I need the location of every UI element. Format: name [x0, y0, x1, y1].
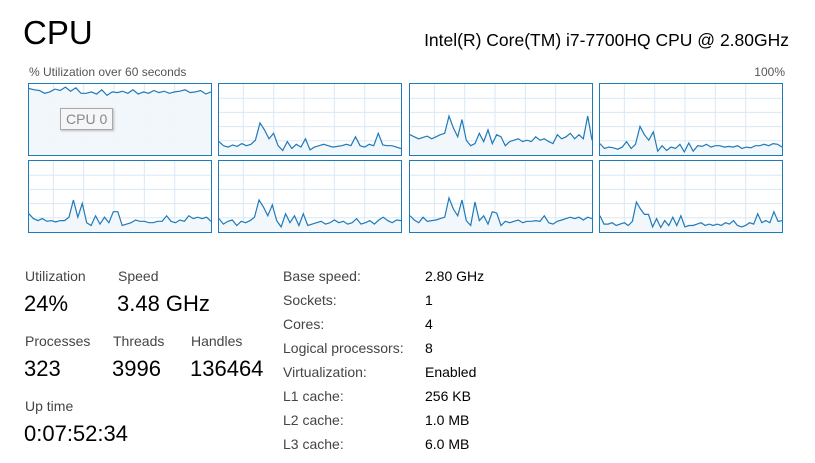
- cpu-model-name: Intel(R) Core(TM) i7-7700HQ CPU @ 2.80GH…: [424, 30, 789, 50]
- detail-key: L3 cache:: [283, 436, 344, 452]
- detail-key: Virtualization:: [283, 364, 367, 380]
- utilization-area: [29, 87, 211, 155]
- handles-value: 136464: [190, 356, 264, 381]
- cpu-graph-svg: [29, 161, 211, 232]
- cpu-graph-6[interactable]: [409, 160, 593, 233]
- utilization-line: [410, 113, 592, 147]
- processes-label: Processes: [25, 333, 91, 349]
- detail-value: Enabled: [425, 364, 477, 380]
- page-title: CPU: [23, 14, 93, 51]
- cpu-graph-svg: [600, 84, 782, 155]
- cpu-graph-7[interactable]: [599, 160, 783, 233]
- uptime-value: 0:07:52:34: [24, 421, 128, 446]
- utilization-value: 24%: [24, 291, 69, 316]
- detail-key: L2 cache:: [283, 412, 344, 428]
- cpu-graph-svg: [29, 84, 211, 155]
- cpu-graph-svg: [410, 84, 592, 155]
- detail-value: 2.80 GHz: [425, 268, 485, 284]
- threads-value: 3996: [112, 356, 161, 381]
- cpu-graph-svg: [219, 84, 401, 155]
- cpu-graph-1[interactable]: [218, 83, 402, 156]
- cpu-graph-svg: [600, 161, 782, 232]
- detail-value: 1: [425, 292, 433, 308]
- handles-label: Handles: [191, 333, 243, 349]
- utilization-line: [600, 124, 782, 154]
- detail-key: L1 cache:: [283, 388, 344, 404]
- detail-value: 1.0 MB: [425, 412, 470, 428]
- utilization-line: [219, 198, 401, 229]
- utilization-area: [410, 197, 592, 232]
- cpu-graph-2[interactable]: [409, 83, 593, 156]
- cpu-graph-5[interactable]: [218, 160, 402, 233]
- speed-label: Speed: [118, 268, 159, 284]
- utilization-label: Utilization: [25, 268, 86, 284]
- utilization-line: [410, 195, 592, 227]
- utilization-line: [29, 199, 211, 227]
- utilization-line: [600, 200, 782, 229]
- detail-key: Cores:: [283, 316, 325, 332]
- utilization-area: [219, 200, 401, 232]
- detail-value: 8: [425, 340, 433, 356]
- detail-value: 4: [425, 316, 433, 332]
- utilization-area: [600, 202, 782, 232]
- detail-value: 6.0 MB: [425, 436, 470, 452]
- detail-key: Base speed:: [283, 268, 361, 284]
- graph-tooltip: CPU 0: [60, 108, 114, 130]
- utilization-line: [29, 86, 211, 97]
- graph-axis-label: % Utilization over 60 seconds: [29, 65, 187, 79]
- detail-key: Sockets:: [283, 292, 337, 308]
- utilization-area: [29, 200, 211, 232]
- cpu-graph-3[interactable]: [599, 83, 783, 156]
- cpu-graph-svg: [219, 161, 401, 232]
- threads-label: Threads: [113, 333, 165, 349]
- uptime-label: Up time: [25, 398, 74, 414]
- speed-value: 3.48 GHz: [117, 291, 210, 316]
- processes-value: 323: [24, 356, 61, 381]
- utilization-line: [219, 121, 401, 152]
- detail-value: 256 KB: [425, 388, 471, 404]
- cpu-graph-svg: [410, 161, 592, 232]
- cpu-graph-0[interactable]: [28, 83, 212, 156]
- utilization-area: [410, 116, 592, 155]
- utilization-area: [600, 126, 782, 155]
- cpu-graph-4[interactable]: [28, 160, 212, 233]
- graph-max-label: 100%: [754, 65, 785, 79]
- detail-key: Logical processors:: [283, 340, 404, 356]
